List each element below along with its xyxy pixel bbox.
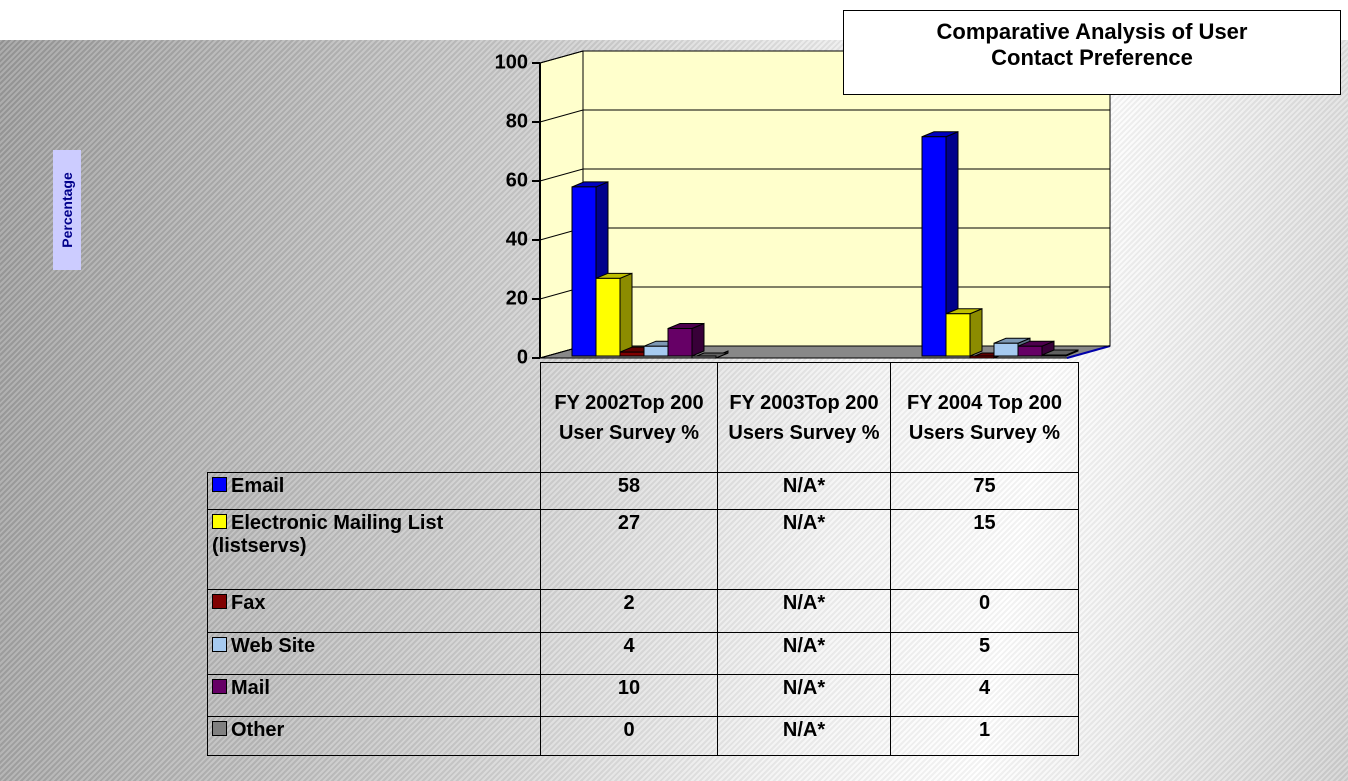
- bar-front: [595, 277, 621, 357]
- legend-swatch: [212, 721, 227, 736]
- bar-front: [945, 313, 971, 357]
- legend-cell: Email: [207, 472, 541, 510]
- value-cell: 5: [890, 632, 1079, 675]
- legend-swatch: [212, 679, 227, 694]
- legend-cell: Web Site: [207, 632, 541, 675]
- value-cell: N/A*: [717, 674, 891, 717]
- legend-cell: Mail: [207, 674, 541, 717]
- value-cell: N/A*: [717, 589, 891, 633]
- bar-side: [969, 308, 983, 357]
- bar: [945, 308, 983, 357]
- blank-cell: [208, 363, 541, 473]
- bar: [1041, 349, 1079, 357]
- bar: [921, 131, 959, 357]
- y-tick-label: 100: [495, 51, 528, 73]
- legend-swatch: [212, 594, 227, 609]
- header-row: FY 2002Top 200 User Survey % FY 2003Top 2…: [208, 362, 1079, 473]
- value-cell: 2: [540, 589, 718, 633]
- legend-swatch: [212, 477, 227, 492]
- series-row: Web Site 4 N/A* 5: [207, 632, 1079, 675]
- legend-label: Other: [231, 719, 285, 741]
- bar-front: [571, 186, 597, 357]
- series-row: Electronic Mailing List (listservs) 27 N/A…: [207, 509, 1079, 590]
- bar: [1017, 340, 1055, 357]
- y-tick-label: 80: [506, 110, 528, 132]
- value-cell: 0: [540, 716, 718, 756]
- series-row: Other 0 N/A* 1: [207, 716, 1079, 756]
- series-row: Mail 10 N/A* 4: [207, 674, 1079, 717]
- series-row: Fax 2 N/A* 0: [207, 589, 1079, 633]
- category-header: FY 2004 Top 200 Users Survey %: [890, 362, 1079, 473]
- back-wall: [582, 50, 1111, 347]
- legend-cell: Fax: [207, 589, 541, 633]
- bar: [667, 322, 705, 357]
- y-axis-label: Percentage: [59, 172, 75, 248]
- legend-label: Fax: [231, 592, 266, 614]
- value-cell: N/A*: [717, 632, 891, 675]
- bar-front: [643, 345, 669, 357]
- legend-label: Web Site: [231, 635, 316, 657]
- value-cell: N/A*: [717, 472, 891, 510]
- value-cell: 0: [890, 589, 1079, 633]
- y-axis-label-box: Percentage: [53, 150, 81, 270]
- bar-front: [921, 136, 947, 357]
- category-header: FY 2002Top 200 User Survey %: [540, 362, 718, 473]
- bar: [691, 350, 729, 359]
- y-tick-label: 60: [506, 169, 528, 191]
- legend-label: Mail: [231, 677, 270, 699]
- bar-side: [691, 322, 705, 357]
- chart-title: Comparative Analysis of User Contact Pre…: [843, 10, 1341, 95]
- value-cell: 10: [540, 674, 718, 717]
- y-tick-label: 0: [517, 346, 528, 368]
- legend-swatch: [212, 637, 227, 652]
- category-header: FY 2003Top 200 Users Survey %: [717, 362, 891, 473]
- value-cell: 4: [540, 632, 718, 675]
- bar-side: [619, 272, 633, 357]
- data-table: FY 2002Top 200 User Survey % FY 2003Top 2…: [207, 362, 1079, 756]
- value-cell: 58: [540, 472, 718, 510]
- bar-front: [667, 328, 693, 357]
- value-cell: N/A*: [717, 716, 891, 756]
- y-tick-label: 20: [506, 287, 528, 309]
- bar: [595, 272, 633, 357]
- bar-front: [619, 351, 645, 357]
- value-cell: 4: [890, 674, 1079, 717]
- legend-swatch: [212, 514, 227, 529]
- grid-line: [539, 109, 1110, 123]
- legend-cell: Other: [207, 716, 541, 756]
- floor-edge: [1066, 345, 1111, 359]
- value-cell: 75: [890, 472, 1079, 510]
- value-cell: 27: [540, 509, 718, 590]
- value-cell: 1: [890, 716, 1079, 756]
- legend-label: Email: [231, 475, 285, 497]
- legend-cell: Electronic Mailing List (listservs): [207, 509, 541, 590]
- bar-front: [1041, 354, 1067, 357]
- value-cell: N/A*: [717, 509, 891, 590]
- series-row: Email 58 N/A* 75: [207, 472, 1079, 510]
- y-tick-label: 40: [506, 228, 528, 250]
- bar-front: [691, 355, 717, 359]
- bar-front: [969, 355, 995, 359]
- value-cell: 15: [890, 509, 1079, 590]
- bar-front: [1017, 345, 1043, 357]
- bar-front: [993, 342, 1019, 357]
- legend-label: Electronic Mailing List (listservs): [212, 512, 444, 557]
